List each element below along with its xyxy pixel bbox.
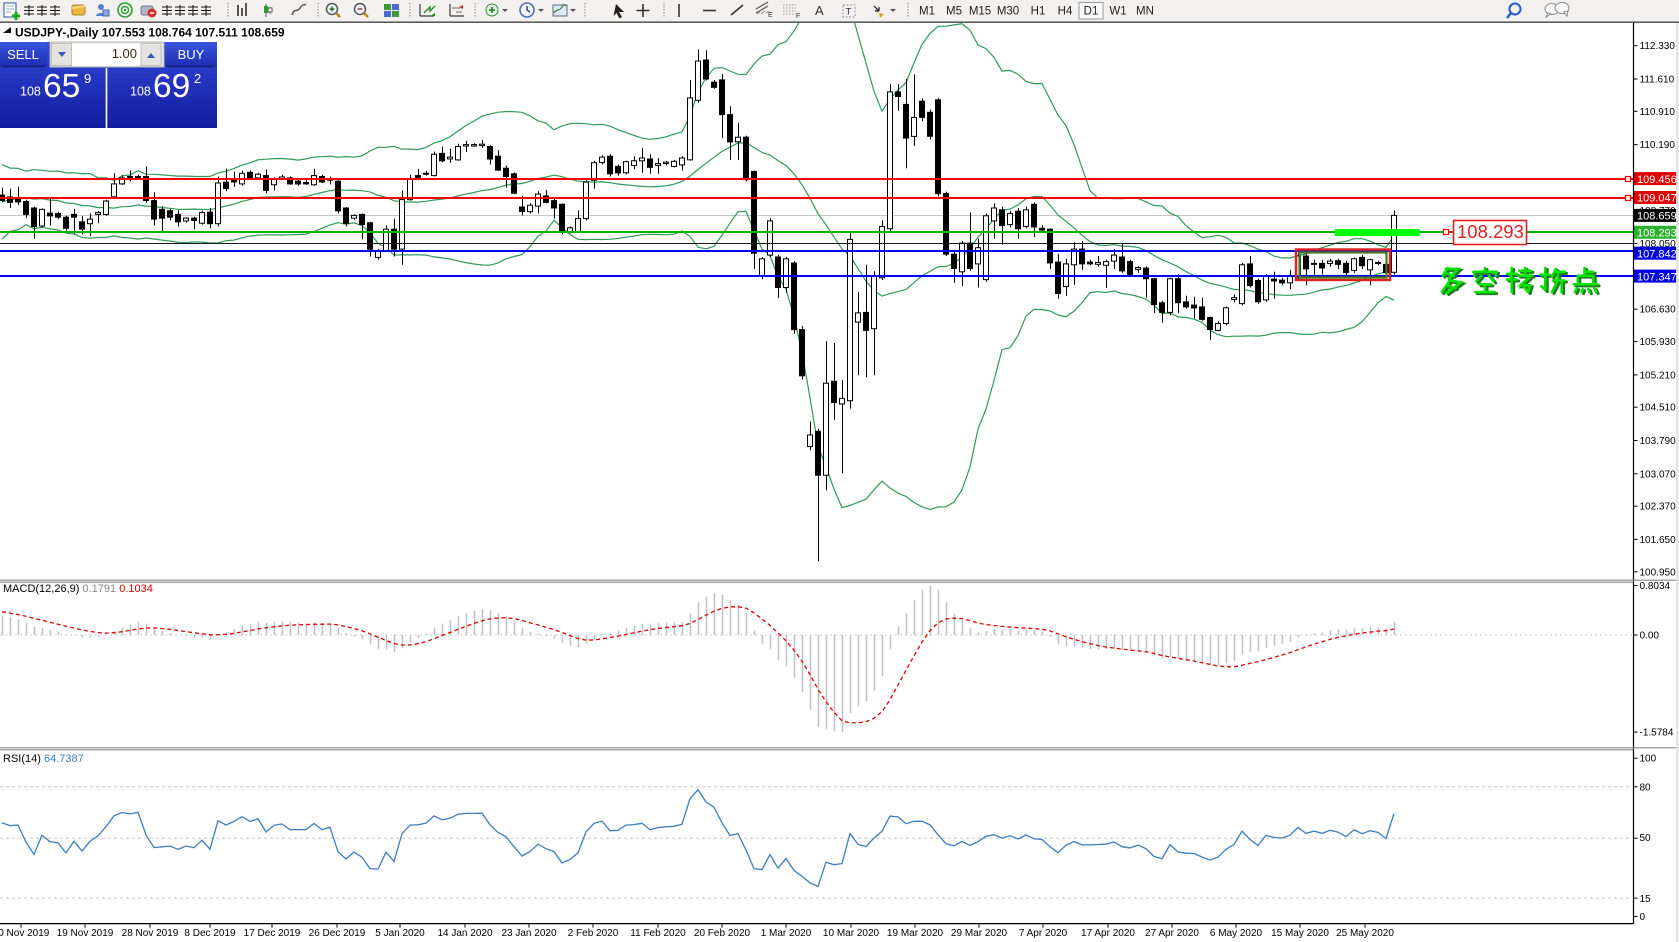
svg-text:19 Nov 2019: 19 Nov 2019 [57, 928, 114, 939]
svg-text:28 Nov 2019: 28 Nov 2019 [122, 928, 179, 939]
svg-text:11 Feb 2020: 11 Feb 2020 [630, 928, 686, 939]
svg-text:108.050: 108.050 [1640, 239, 1677, 250]
svg-text:50: 50 [1640, 833, 1652, 844]
svg-text:100.950: 100.950 [1640, 567, 1677, 578]
svg-text:19 Mar 2020: 19 Mar 2020 [887, 928, 944, 939]
svg-text:112.330: 112.330 [1640, 41, 1676, 52]
svg-text:H4: H4 [1058, 6, 1073, 18]
svg-text:101.650: 101.650 [1640, 535, 1677, 546]
svg-text:8 Dec 2019: 8 Dec 2019 [184, 928, 236, 939]
svg-text:108: 108 [130, 85, 151, 99]
svg-text:108.659: 108.659 [1637, 211, 1677, 223]
svg-text:10 Mar 2020: 10 Mar 2020 [823, 928, 880, 939]
svg-text:102.370: 102.370 [1640, 502, 1677, 513]
svg-text:109.456: 109.456 [1637, 174, 1677, 186]
svg-text:26 Dec 2019: 26 Dec 2019 [309, 928, 366, 939]
svg-text:17 Dec 2019: 17 Dec 2019 [244, 928, 301, 939]
svg-text:T: T [846, 7, 852, 18]
svg-text:M1: M1 [919, 6, 935, 18]
svg-text:106.630: 106.630 [1640, 305, 1677, 316]
svg-text:15 May 2020: 15 May 2020 [1271, 928, 1329, 939]
svg-text:103.070: 103.070 [1640, 469, 1677, 480]
svg-text:M5: M5 [946, 6, 962, 18]
svg-text:107.842: 107.842 [1637, 248, 1677, 260]
svg-text:25 May 2020: 25 May 2020 [1336, 928, 1394, 939]
svg-text:MACD(12,26,9) 0.1791 0.1034: MACD(12,26,9) 0.1791 0.1034 [3, 583, 153, 595]
svg-text:1.00: 1.00 [112, 46, 137, 61]
svg-text:110.190: 110.190 [1640, 140, 1676, 151]
svg-text:H1: H1 [1031, 6, 1046, 18]
svg-text:69: 69 [153, 68, 190, 105]
svg-text:BUY: BUY [178, 47, 205, 62]
svg-text:10 Nov 2019: 10 Nov 2019 [0, 928, 50, 939]
svg-text:104.510: 104.510 [1640, 403, 1677, 414]
svg-text:108.293: 108.293 [1457, 221, 1524, 242]
svg-text:RSI(14) 64.7387: RSI(14) 64.7387 [3, 753, 84, 765]
svg-text:2 Feb 2020: 2 Feb 2020 [568, 928, 619, 939]
svg-text:111.610: 111.610 [1640, 75, 1675, 86]
svg-text:F: F [796, 13, 800, 20]
svg-text:9: 9 [84, 71, 91, 86]
svg-text:D1: D1 [1084, 6, 1099, 18]
svg-text:2: 2 [194, 71, 201, 86]
svg-text:MN: MN [1136, 6, 1154, 18]
svg-text:108.293: 108.293 [1637, 228, 1677, 240]
svg-text:105.210: 105.210 [1640, 370, 1677, 381]
svg-text:A: A [815, 3, 824, 18]
svg-text:65: 65 [43, 68, 80, 105]
svg-text:-1.5784: -1.5784 [1640, 728, 1674, 739]
svg-text:SELL: SELL [7, 47, 39, 62]
svg-text:109.047: 109.047 [1637, 193, 1677, 205]
svg-text:5 Jan 2020: 5 Jan 2020 [375, 928, 425, 939]
svg-text:100: 100 [1640, 754, 1657, 765]
svg-text:110.910: 110.910 [1640, 107, 1676, 118]
svg-text:103.790: 103.790 [1640, 436, 1677, 447]
svg-text:0.00: 0.00 [1640, 631, 1660, 642]
svg-text:15: 15 [1640, 894, 1652, 905]
svg-text:E: E [768, 12, 773, 19]
svg-text:W1: W1 [1109, 6, 1126, 18]
svg-text:0.8034: 0.8034 [1640, 581, 1671, 592]
svg-text:20 Feb 2020: 20 Feb 2020 [694, 928, 751, 939]
svg-text:14 Jan 2020: 14 Jan 2020 [437, 928, 492, 939]
svg-text:6 May 2020: 6 May 2020 [1210, 928, 1263, 939]
svg-text:80: 80 [1640, 782, 1652, 793]
svg-text:M30: M30 [997, 6, 1019, 18]
svg-text:23 Jan 2020: 23 Jan 2020 [501, 928, 556, 939]
svg-text:M15: M15 [969, 6, 991, 18]
svg-text:105.930: 105.930 [1640, 337, 1677, 348]
svg-text:27 Apr 2020: 27 Apr 2020 [1145, 928, 1199, 939]
svg-text:108: 108 [20, 85, 41, 99]
svg-text:USDJPY-,Daily 107.553 108.764: USDJPY-,Daily 107.553 108.764 107.511 10… [15, 26, 285, 40]
svg-text:29 Mar 2020: 29 Mar 2020 [951, 928, 1008, 939]
svg-text:0: 0 [1640, 912, 1646, 923]
svg-text:7 Apr 2020: 7 Apr 2020 [1019, 928, 1068, 939]
svg-text:1 Mar 2020: 1 Mar 2020 [761, 928, 812, 939]
svg-text:107.347: 107.347 [1637, 271, 1677, 283]
svg-text:17 Apr 2020: 17 Apr 2020 [1081, 928, 1135, 939]
